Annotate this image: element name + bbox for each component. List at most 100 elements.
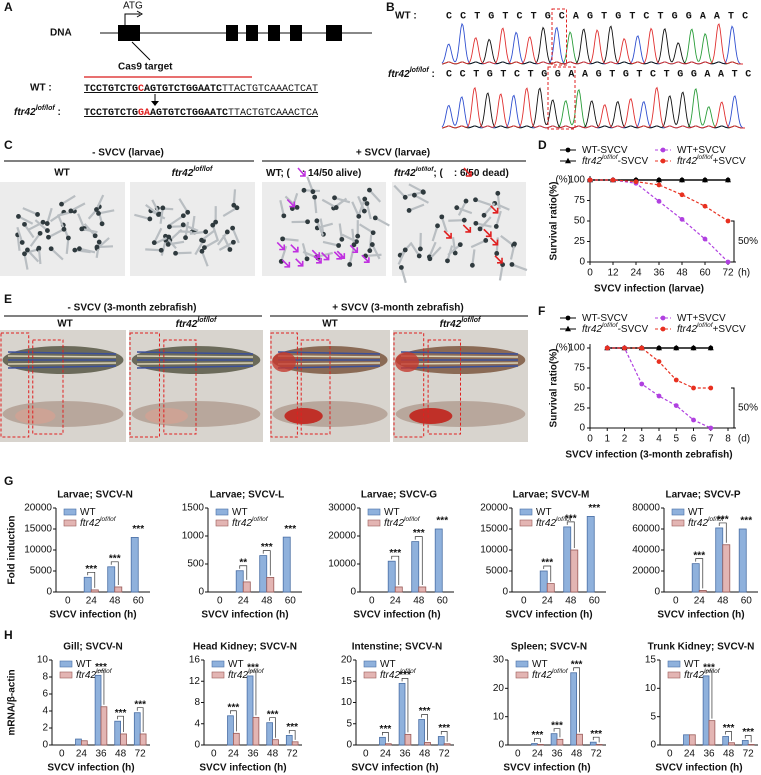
atg-label: ATG <box>123 1 143 12</box>
larva-head <box>364 201 370 206</box>
marker <box>725 259 731 265</box>
larva-tail <box>74 249 91 254</box>
bar <box>722 736 729 746</box>
larva-head <box>156 212 161 217</box>
bar <box>537 744 544 746</box>
larva-head <box>473 197 478 203</box>
bar <box>235 570 244 593</box>
bar <box>589 741 597 746</box>
bar <box>715 527 724 593</box>
x-tick-label: 24 <box>86 596 98 607</box>
larva-tail <box>496 193 501 210</box>
larva-head <box>289 206 295 211</box>
marker <box>673 403 679 408</box>
x-tick-label: 48 <box>419 749 431 760</box>
genotype-sup: lof/lof <box>197 317 217 324</box>
sig-bracket <box>269 717 276 738</box>
larva-head <box>199 237 204 243</box>
x-tick-label: 36 <box>399 749 411 760</box>
sig-bracket <box>744 735 752 743</box>
larva-tail <box>34 219 49 232</box>
legend-swatch <box>671 508 685 516</box>
mut-label: ftr42lof/lof : <box>388 67 435 79</box>
larva-tail <box>322 240 339 247</box>
larva-head <box>362 196 368 202</box>
larva-tail <box>50 247 64 261</box>
bar <box>130 537 139 593</box>
bar <box>75 738 82 746</box>
larva-head <box>439 214 445 220</box>
y-tick-label: 80000 <box>632 503 660 514</box>
arrow-marker <box>295 258 304 267</box>
larva-head <box>199 248 205 254</box>
bar <box>114 586 123 593</box>
arrow-marker <box>276 241 286 251</box>
larva-tail <box>408 183 424 193</box>
marker <box>656 393 662 399</box>
panel-label: C <box>4 138 13 152</box>
arrow-marker <box>321 251 330 261</box>
y-tick-label: 8 <box>194 697 200 708</box>
significance: *** <box>413 528 425 539</box>
y-tick-label: 1000 <box>182 531 205 542</box>
y-tick-label: 25 <box>574 236 586 247</box>
bar <box>556 738 564 746</box>
larva-head <box>356 213 362 219</box>
larva-tail <box>357 195 366 212</box>
larva-tail <box>280 245 288 262</box>
legend-marker <box>565 315 571 321</box>
larva-head <box>454 205 460 211</box>
y-tick-label: 4 <box>42 706 48 717</box>
chart-title: Larvae; SVCV-M <box>513 490 590 501</box>
marker <box>639 345 645 351</box>
larva-tail <box>200 250 209 267</box>
sig-bracket <box>288 730 296 740</box>
significance: *** <box>85 564 97 575</box>
y-tick-label: 100 <box>568 175 585 186</box>
genotype: ftr42 <box>176 319 198 330</box>
x-axis-title: SVCV infection (h) <box>657 610 744 621</box>
larva-head <box>367 248 373 254</box>
larva-tail <box>500 234 515 247</box>
larva-head <box>469 262 475 268</box>
legend-label: WT <box>384 507 400 518</box>
wt-note: WT; (: 14/50 alive) <box>266 168 361 179</box>
y-tick-label: 1500 <box>182 503 205 514</box>
larva-tail <box>70 202 86 212</box>
hemorrhage <box>272 352 296 372</box>
sig-bracket <box>553 728 561 738</box>
larva-tail <box>175 251 192 255</box>
group-title: - SVCV (3-month zebrafish) <box>68 303 197 314</box>
bar <box>539 570 548 593</box>
note: : 6/50 dead) <box>454 168 509 179</box>
legend-swatch <box>63 508 77 516</box>
larva-tail <box>168 240 185 246</box>
legend-label: WT <box>380 659 396 670</box>
atg-arrow <box>124 13 140 25</box>
larva-head <box>333 205 339 210</box>
legend-name: ftr42 <box>582 156 602 167</box>
larva-tail <box>368 234 373 251</box>
legend-label: ftr42lof/lof <box>684 668 721 680</box>
x-tick-label: 24 <box>532 749 544 760</box>
significance: *** <box>380 724 392 735</box>
bar <box>424 742 431 746</box>
significance: *** <box>134 699 146 710</box>
larva-head <box>281 213 287 219</box>
legend-label: ftr42lof/lof <box>536 516 573 528</box>
bar <box>285 735 293 746</box>
larva-tail <box>479 216 492 230</box>
genotype-mut: ftr42lof/lof <box>176 317 217 329</box>
exon <box>326 25 342 41</box>
bar <box>133 712 141 746</box>
larva-head <box>99 221 105 227</box>
larva-head <box>166 224 172 230</box>
x-tick-label: 48 <box>261 596 273 607</box>
legend-sup: lof/lof <box>248 668 265 675</box>
y-tick-label: 0 <box>346 740 352 751</box>
bar <box>683 734 690 746</box>
larva-head <box>347 262 353 267</box>
x-tick-label: 0 <box>587 434 593 445</box>
marker <box>691 385 696 391</box>
x-tick-label: 36 <box>95 749 107 760</box>
